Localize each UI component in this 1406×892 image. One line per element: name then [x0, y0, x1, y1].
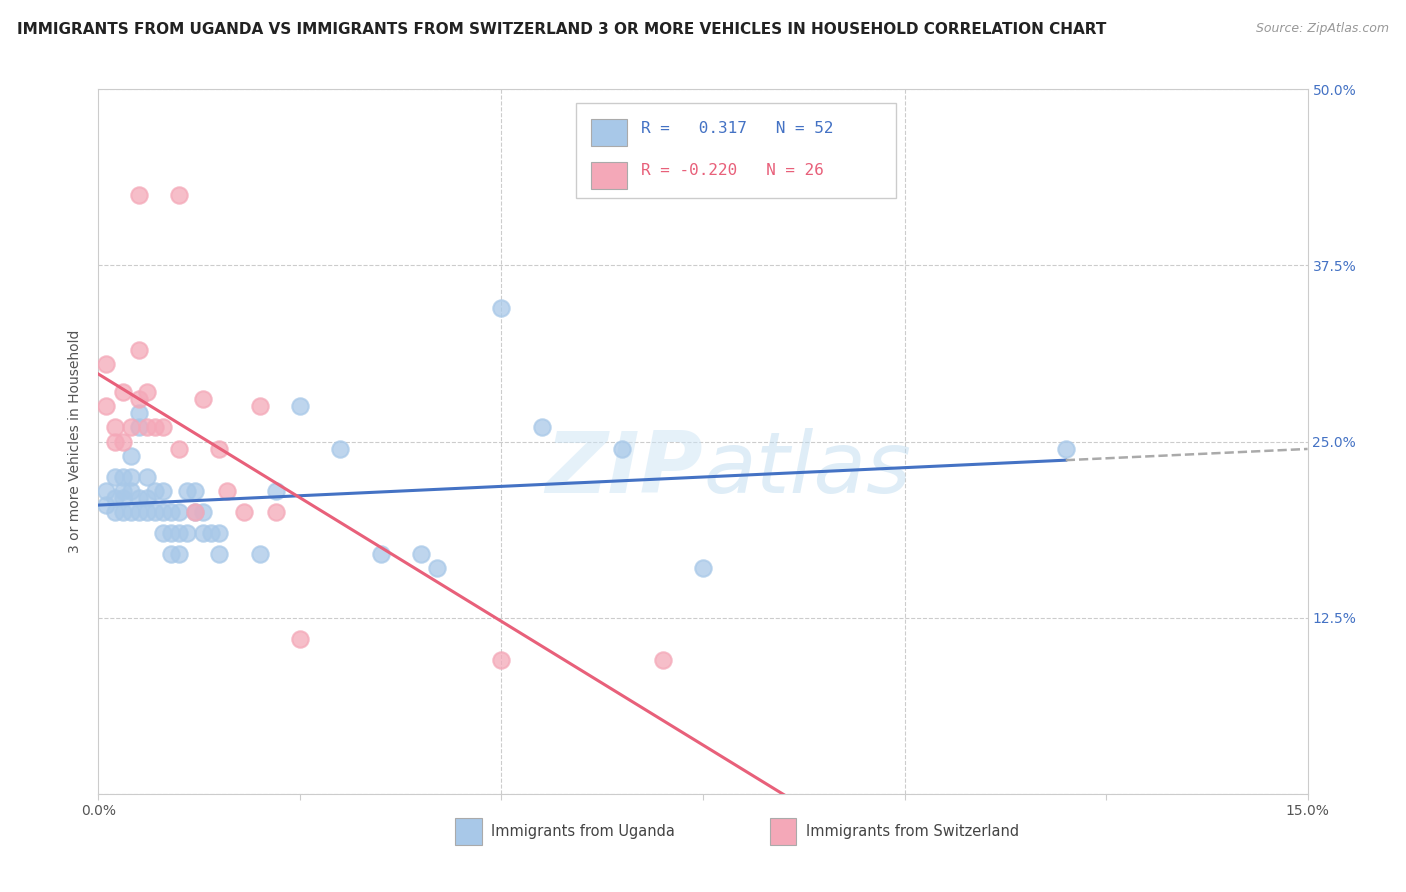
Point	[160, 547, 183, 561]
Point	[208, 526, 231, 541]
Point	[120, 420, 142, 434]
Point	[103, 434, 125, 449]
Point	[208, 442, 231, 456]
Point	[111, 385, 134, 400]
Point	[208, 547, 231, 561]
Point	[96, 399, 118, 413]
Point	[184, 505, 207, 519]
Point	[193, 392, 215, 407]
Point	[96, 357, 118, 371]
Point	[232, 505, 254, 519]
Point	[128, 392, 150, 407]
Point	[167, 442, 190, 456]
Text: R =   0.317   N = 52: R = 0.317 N = 52	[641, 120, 834, 136]
Point	[176, 483, 198, 498]
Point	[167, 187, 190, 202]
Point	[651, 653, 673, 667]
Point	[160, 505, 183, 519]
Point	[143, 420, 166, 434]
Point	[167, 505, 190, 519]
Text: R = -0.220   N = 26: R = -0.220 N = 26	[641, 163, 824, 178]
Point	[176, 526, 198, 541]
Point	[111, 483, 134, 498]
Point	[111, 434, 134, 449]
Text: Immigrants from Switzerland: Immigrants from Switzerland	[806, 823, 1019, 838]
Point	[128, 406, 150, 420]
Point	[409, 547, 432, 561]
Text: atlas: atlas	[703, 428, 911, 511]
Point	[128, 343, 150, 357]
Point	[135, 385, 157, 400]
FancyBboxPatch shape	[576, 103, 897, 198]
Point	[491, 653, 513, 667]
Bar	[456, 818, 482, 845]
Point	[692, 561, 714, 575]
Point	[249, 399, 271, 413]
Point	[193, 505, 215, 519]
Point	[217, 483, 239, 498]
Point	[288, 632, 311, 646]
Point	[491, 301, 513, 315]
Point	[329, 442, 352, 456]
Point	[152, 420, 174, 434]
Point	[120, 505, 142, 519]
Point	[135, 505, 157, 519]
Point	[128, 505, 150, 519]
Point	[143, 483, 166, 498]
Point	[103, 491, 125, 505]
Y-axis label: 3 or more Vehicles in Household: 3 or more Vehicles in Household	[69, 330, 83, 553]
Point	[167, 526, 190, 541]
Point	[264, 505, 287, 519]
Point	[193, 526, 215, 541]
Point	[111, 491, 134, 505]
Point	[184, 483, 207, 498]
Text: IMMIGRANTS FROM UGANDA VS IMMIGRANTS FROM SWITZERLAND 3 OR MORE VEHICLES IN HOUS: IMMIGRANTS FROM UGANDA VS IMMIGRANTS FRO…	[17, 22, 1107, 37]
Point	[426, 561, 449, 575]
Point	[96, 483, 118, 498]
Point	[128, 491, 150, 505]
Point	[288, 399, 311, 413]
Point	[530, 420, 553, 434]
Point	[1054, 442, 1077, 456]
Point	[103, 505, 125, 519]
Point	[160, 526, 183, 541]
Point	[135, 469, 157, 483]
Point	[152, 526, 174, 541]
Point	[120, 483, 142, 498]
Point	[152, 483, 174, 498]
Text: ZIP: ZIP	[546, 428, 703, 511]
Point	[167, 547, 190, 561]
Text: Source: ZipAtlas.com: Source: ZipAtlas.com	[1256, 22, 1389, 36]
Point	[128, 420, 150, 434]
Point	[128, 187, 150, 202]
Point	[184, 505, 207, 519]
Bar	[769, 818, 796, 845]
Point	[135, 491, 157, 505]
Point	[103, 420, 125, 434]
Point	[120, 469, 142, 483]
Point	[135, 420, 157, 434]
Point	[249, 547, 271, 561]
Point	[612, 442, 634, 456]
Point	[264, 483, 287, 498]
Text: Immigrants from Uganda: Immigrants from Uganda	[492, 823, 675, 838]
Point	[152, 505, 174, 519]
Point	[111, 469, 134, 483]
Point	[200, 526, 222, 541]
Point	[111, 505, 134, 519]
Point	[103, 469, 125, 483]
Point	[143, 505, 166, 519]
Point	[96, 498, 118, 512]
Bar	[591, 120, 627, 146]
Point	[120, 449, 142, 463]
Bar	[591, 162, 627, 189]
Point	[370, 547, 392, 561]
